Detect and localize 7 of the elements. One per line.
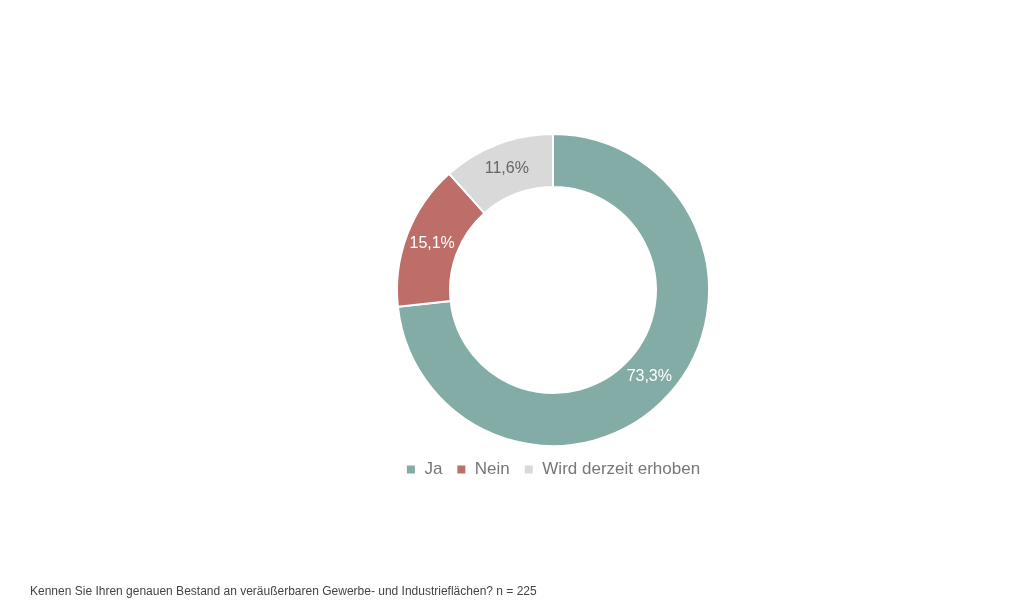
data-label: 11,6% <box>484 159 529 177</box>
data-label: 15,1% <box>409 233 455 251</box>
legend-label: Ja <box>424 459 443 479</box>
data-label: 73,3% <box>626 366 672 384</box>
text: Kennen Sie Ihren genauen Bestand an veräußerbaren Gewerbe- und Industrieflächen? n = 225 <box>30 584 537 598</box>
legend-label: Nein <box>474 459 510 479</box>
legend-label: Wird derzeit erhoben <box>542 459 701 479</box>
